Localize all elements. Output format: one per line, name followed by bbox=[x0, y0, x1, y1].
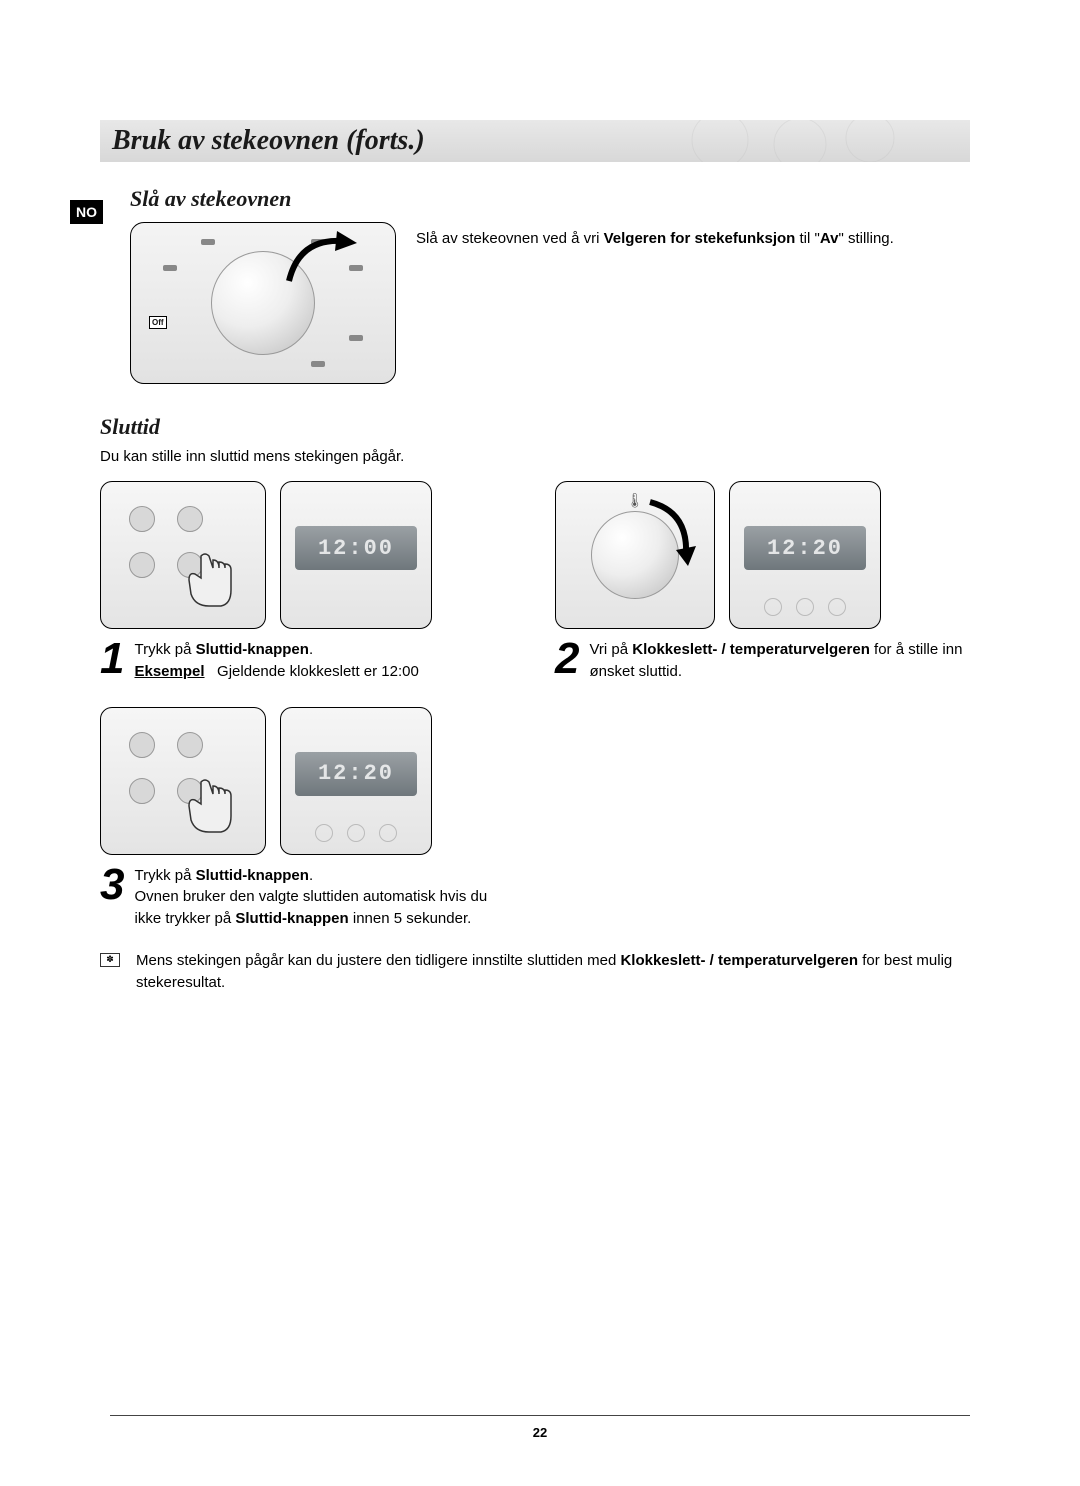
step-3-text: Trykk på Sluttid-knappen. Ovnen bruker d… bbox=[134, 865, 515, 930]
off-label: Off bbox=[149, 316, 167, 329]
illustration-temp-dial: 🌡 bbox=[555, 481, 715, 629]
lcd-display: 12:20 bbox=[744, 526, 866, 570]
lcd-display: 12:20 bbox=[295, 752, 417, 796]
panel-small-button bbox=[796, 598, 814, 616]
dial-mark bbox=[163, 265, 177, 271]
footer-rule bbox=[110, 1415, 970, 1416]
dial-mark bbox=[311, 361, 325, 367]
panel-small-button bbox=[764, 598, 782, 616]
lcd-display: 12:00 bbox=[295, 526, 417, 570]
section-end-time: Sluttid Du kan stille inn sluttid mens s… bbox=[100, 414, 970, 993]
dial-mark bbox=[201, 239, 215, 245]
section-turn-off: Slå av stekeovnen Off Slå av stekeovnen … bbox=[100, 186, 970, 384]
panel-small-button bbox=[315, 824, 333, 842]
note-row: ✽ Mens stekingen pågår kan du justere de… bbox=[100, 950, 970, 994]
page-number: 22 bbox=[533, 1425, 547, 1440]
step-2-block: 🌡 12:20 bbox=[555, 481, 970, 683]
illustration-button-panel-3 bbox=[100, 707, 266, 855]
step-number-2: 2 bbox=[555, 639, 579, 679]
panel-button bbox=[129, 552, 155, 578]
note-text: Mens stekingen pågår kan du justere den … bbox=[136, 950, 970, 994]
rotate-arrow-icon bbox=[279, 231, 359, 291]
illustration-display-panel-1: 12:00 bbox=[280, 481, 432, 629]
step-1-text: Trykk på Sluttid-knappen. Eksempel Gjeld… bbox=[134, 639, 418, 683]
panel-small-button bbox=[379, 824, 397, 842]
panel-small-button bbox=[828, 598, 846, 616]
illustration-display-panel-3: 12:20 bbox=[280, 707, 432, 855]
panel-button bbox=[129, 506, 155, 532]
section-heading-endtime: Sluttid bbox=[100, 414, 970, 440]
dial-mark bbox=[349, 335, 363, 341]
illustration-display-panel-2: 12:20 bbox=[729, 481, 881, 629]
panel-button bbox=[129, 778, 155, 804]
hand-press-icon bbox=[181, 548, 239, 610]
page-title: Bruk av stekeovnen (forts.) bbox=[112, 125, 425, 157]
step-number-3: 3 bbox=[100, 865, 124, 905]
endtime-intro: Du kan stille inn sluttid mens stekingen… bbox=[100, 448, 970, 465]
step-number-1: 1 bbox=[100, 639, 124, 679]
panel-button bbox=[129, 732, 155, 758]
turnoff-instruction: Slå av stekeovnen ved å vri Velgeren for… bbox=[416, 222, 894, 249]
panel-button bbox=[177, 506, 203, 532]
rotate-arrow-icon bbox=[642, 496, 698, 568]
language-badge: NO bbox=[70, 200, 103, 224]
illustration-selector-dial: Off bbox=[130, 222, 396, 384]
step-1-block: 12:00 1 Trykk på Sluttid-knappen. Eksemp… bbox=[100, 481, 515, 683]
step-2-text: Vri på Klokkeslett- / temperaturvelgeren… bbox=[589, 639, 970, 683]
note-icon: ✽ bbox=[100, 953, 120, 967]
illustration-button-panel-1 bbox=[100, 481, 266, 629]
step-3-block: 12:20 3 Trykk på Sluttid-knappen. Ovnen … bbox=[100, 707, 515, 930]
title-decoration bbox=[670, 120, 930, 162]
title-bar: Bruk av stekeovnen (forts.) bbox=[100, 120, 970, 162]
section-heading-turnoff: Slå av stekeovnen bbox=[130, 186, 970, 212]
panel-small-button bbox=[347, 824, 365, 842]
panel-button bbox=[177, 732, 203, 758]
hand-press-icon bbox=[181, 774, 239, 836]
